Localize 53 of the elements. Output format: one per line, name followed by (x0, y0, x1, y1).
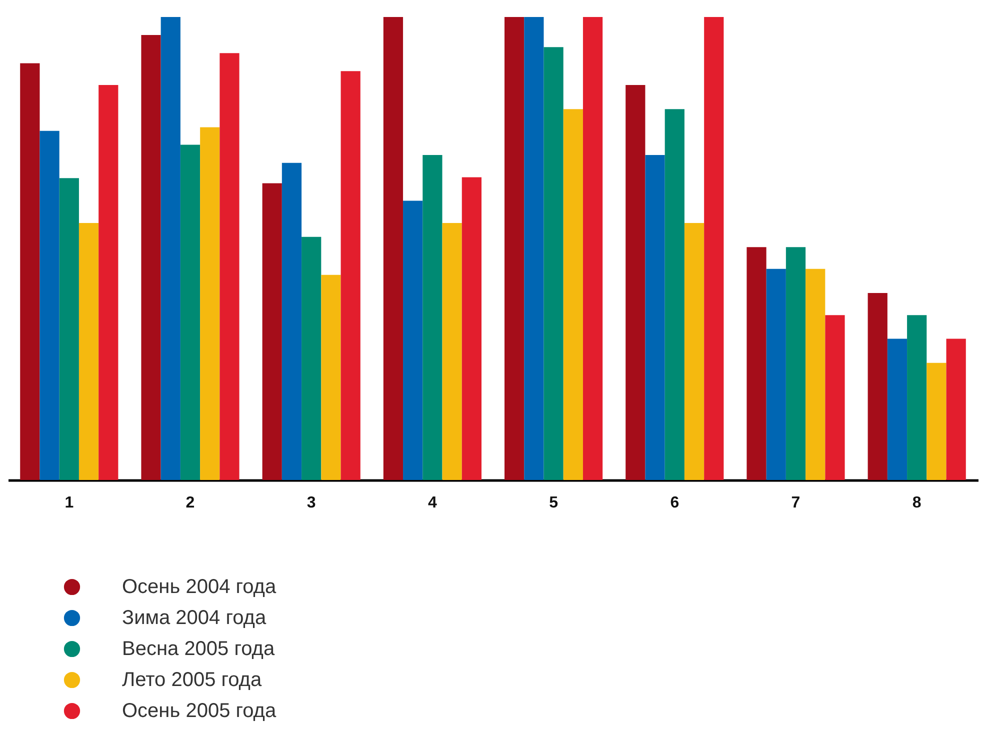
bar (684, 223, 704, 480)
bar (442, 223, 462, 480)
bar (282, 162, 302, 480)
bar (544, 47, 564, 480)
bar (98, 85, 118, 480)
x-tick-label: 1 (64, 494, 74, 512)
bar (907, 315, 927, 480)
bar (582, 17, 603, 480)
x-tick-label: 6 (670, 494, 680, 512)
bar (40, 130, 60, 480)
bar (786, 247, 806, 480)
bar (141, 35, 161, 480)
bar (504, 17, 524, 480)
bar (403, 200, 423, 480)
bar (887, 338, 908, 480)
bar (220, 53, 240, 480)
bar (160, 17, 180, 480)
bar (262, 183, 282, 480)
legend-label: Осень 2004 года (122, 576, 277, 598)
bar (868, 292, 888, 480)
bar (462, 177, 482, 480)
bar (180, 144, 200, 480)
legend-label: Весна 2005 года (122, 638, 276, 660)
bar (59, 178, 79, 480)
legend-label: Осень 2005 года (122, 700, 277, 722)
bar (664, 109, 684, 480)
bar (946, 338, 966, 480)
bar (321, 274, 341, 480)
x-tick-label: 2 (186, 494, 195, 512)
x-tick-label: 3 (306, 494, 316, 512)
bar (302, 236, 322, 480)
bar (200, 127, 220, 480)
bar (20, 63, 40, 480)
bar (626, 85, 646, 480)
x-tick-label: 5 (549, 494, 558, 512)
legend-label: Лето 2005 года (122, 669, 262, 691)
bar (524, 17, 544, 480)
legend-label: Зима 2004 года (122, 607, 267, 629)
bar (78, 223, 99, 480)
bar (645, 154, 665, 480)
bar (746, 247, 766, 480)
bar (340, 71, 360, 480)
x-tick-label: 8 (912, 494, 922, 512)
bar (383, 17, 404, 480)
bar (704, 17, 724, 480)
bar (806, 268, 826, 480)
x-tick-label: 4 (428, 494, 437, 512)
bar (766, 268, 786, 480)
bar (825, 315, 845, 480)
bar (563, 109, 583, 480)
bar (422, 154, 442, 480)
x-tick-label: 7 (791, 494, 800, 512)
bar (926, 362, 946, 480)
